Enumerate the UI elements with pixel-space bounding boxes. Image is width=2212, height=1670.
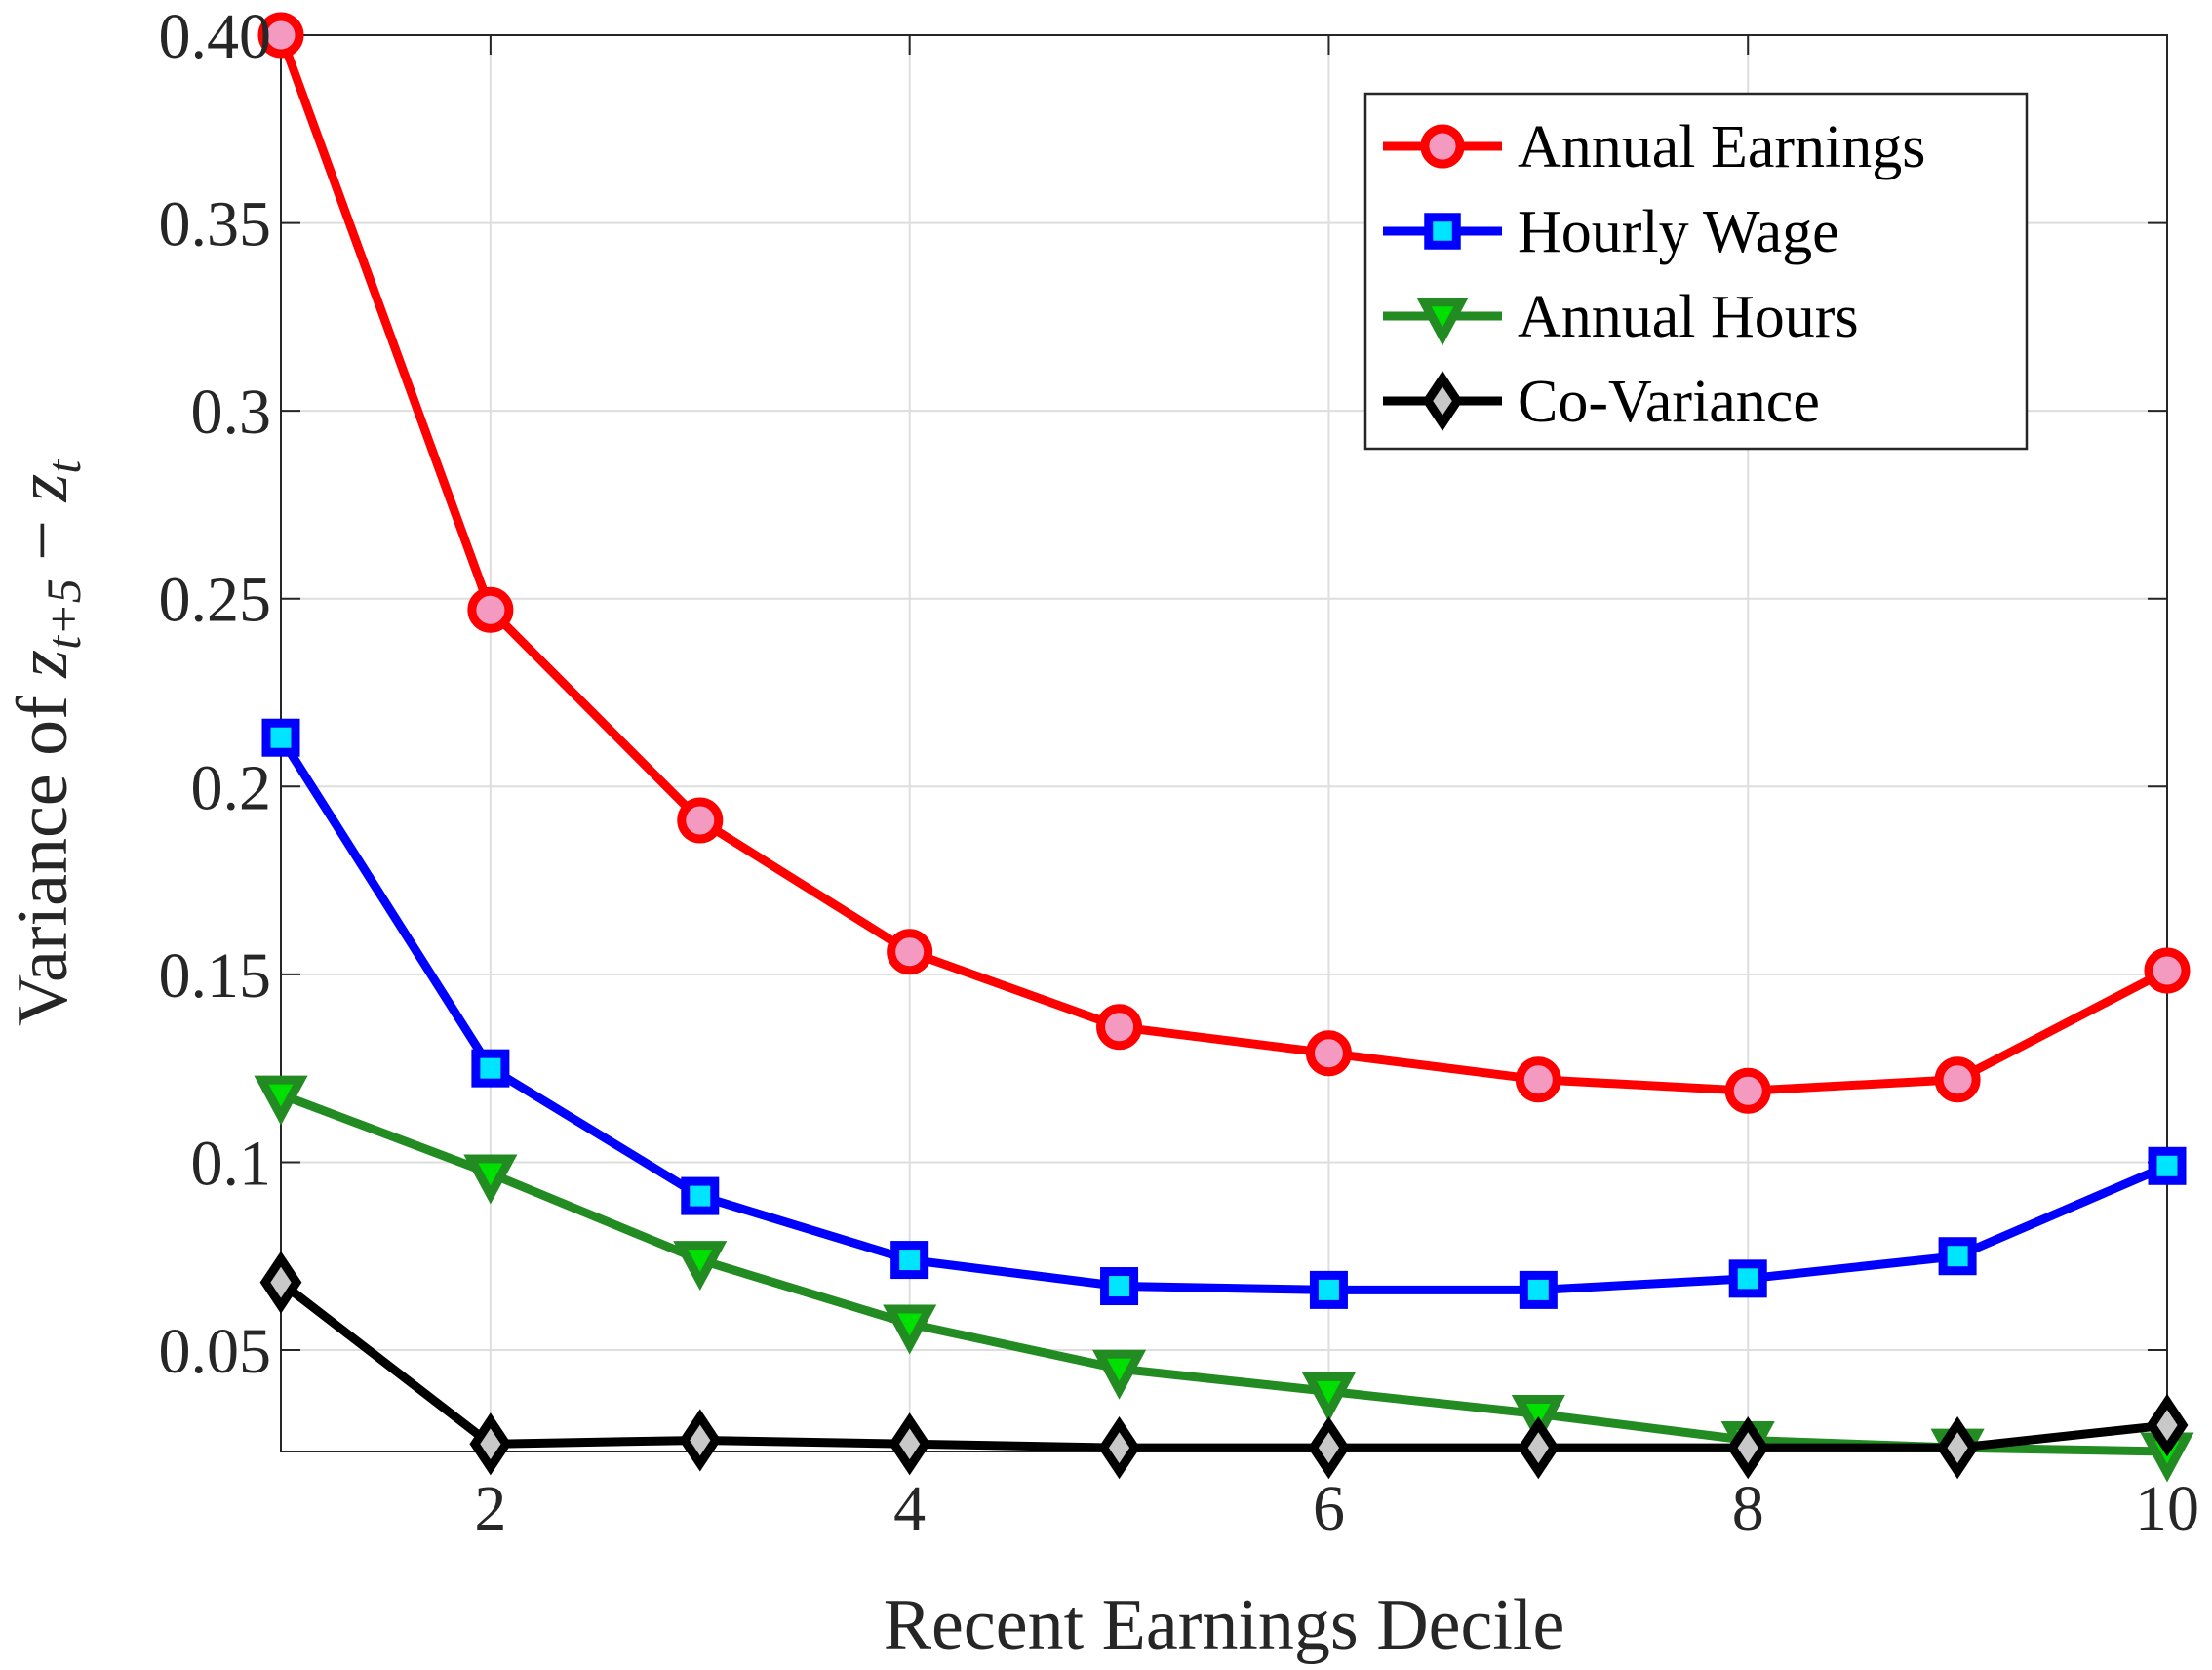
circle-marker: [1096, 1004, 1143, 1051]
circle-marker: [887, 929, 933, 975]
y-tick-label: 0.40: [159, 1, 272, 72]
circle-marker: [257, 12, 304, 59]
legend-label: Hourly Wage: [1518, 199, 1839, 265]
diamond-marker: [1517, 1416, 1560, 1480]
square-marker: [471, 1049, 510, 1088]
legend-item: Hourly Wage: [1383, 199, 1839, 265]
y-axis-title-var1: z: [3, 650, 83, 679]
circle-marker: [1934, 1056, 1981, 1103]
legend: Annual Earnings Hourly Wage Annual Hours Co…: [1363, 92, 2029, 451]
x-tick-label: 10: [2135, 1473, 2199, 1544]
square-marker: [1424, 213, 1461, 250]
square-marker: [1309, 1270, 1348, 1309]
diamond-marker: [1308, 1416, 1350, 1480]
legend-box: [1363, 92, 2029, 451]
y-tick-label: 0.25: [159, 565, 272, 636]
legend-item: Co-Variance: [1383, 369, 1820, 435]
triangle-marker: [1416, 298, 1469, 346]
diamond-marker: [469, 1412, 512, 1476]
triangle-marker: [463, 1154, 518, 1205]
circle-marker: [1515, 1056, 1561, 1103]
series-line: [278, 1279, 2168, 1452]
diamond-marker: [1936, 1416, 1979, 1480]
triangle-marker: [673, 1241, 728, 1292]
y-tick-label: 0.2: [191, 752, 272, 823]
square-marker: [890, 1241, 929, 1280]
x-tick-label: 2: [474, 1473, 506, 1544]
y-axis-tick-labels: 0.05 0.1 0.15 0.2 0.25 0.3 0.35 0.40: [159, 1, 272, 1387]
y-tick-label: 0.15: [159, 940, 272, 1012]
diamond-marker: [1098, 1416, 1140, 1480]
y-axis-title-sub1: t+5: [36, 578, 91, 650]
y-axis-title-prefix: Variance of: [3, 678, 83, 1026]
diamond-marker: [2146, 1393, 2189, 1457]
y-tick-label: 0.05: [159, 1316, 272, 1387]
y-axis-title-operator: −: [3, 502, 83, 579]
series-hourly-wage: [261, 718, 2187, 1309]
circle-marker: [677, 797, 724, 844]
triangle-marker: [1092, 1349, 1147, 1400]
triangle-marker: [254, 1075, 308, 1126]
diamond-marker: [889, 1412, 931, 1476]
legend-item: Annual Earnings: [1383, 114, 1925, 180]
y-axis-title-var2: z: [3, 474, 83, 503]
triangle-marker: [1301, 1372, 1356, 1422]
y-tick-label: 0.1: [191, 1128, 272, 1199]
square-marker: [681, 1176, 720, 1215]
circle-marker: [1420, 124, 1465, 169]
diamond-marker: [1726, 1416, 1769, 1480]
square-marker: [2148, 1146, 2187, 1185]
x-tick-label: 4: [893, 1473, 926, 1544]
y-axis-title-sub2: t: [36, 459, 91, 474]
diamond-marker: [259, 1251, 302, 1314]
legend-label: Annual Earnings: [1518, 114, 1925, 180]
y-tick-label: 0.3: [191, 377, 272, 448]
diamond-marker: [1422, 371, 1463, 431]
circle-marker: [2144, 947, 2191, 994]
diamond-marker: [679, 1409, 722, 1472]
square-marker: [1728, 1259, 1767, 1298]
x-axis-tick-labels: 2 4 6 8 10: [474, 1473, 2199, 1544]
circle-marker: [1305, 1030, 1352, 1077]
square-marker: [261, 718, 300, 757]
series-annual-earnings: [257, 12, 2191, 1114]
y-axis-title: Variance of zt+5 − zt: [3, 459, 91, 1026]
square-marker: [1519, 1270, 1558, 1309]
series-line: [276, 33, 2170, 1095]
legend-label: Annual Hours: [1518, 284, 1859, 350]
square-marker: [1938, 1237, 1977, 1276]
circle-marker: [1724, 1067, 1771, 1114]
x-tick-label: 8: [1732, 1473, 1764, 1544]
legend-label: Co-Variance: [1518, 369, 1820, 435]
triangle-marker: [883, 1304, 937, 1355]
y-tick-label: 0.35: [159, 189, 272, 260]
series-co-variance: [259, 1251, 2189, 1480]
legend-item: Annual Hours: [1383, 284, 1859, 350]
circle-marker: [467, 586, 514, 633]
x-axis-title: Recent Earnings Decile: [884, 1585, 1565, 1665]
square-marker: [1100, 1267, 1139, 1306]
x-tick-label: 6: [1313, 1473, 1345, 1544]
series-line: [277, 735, 2169, 1294]
series-layer: [254, 12, 2194, 1483]
